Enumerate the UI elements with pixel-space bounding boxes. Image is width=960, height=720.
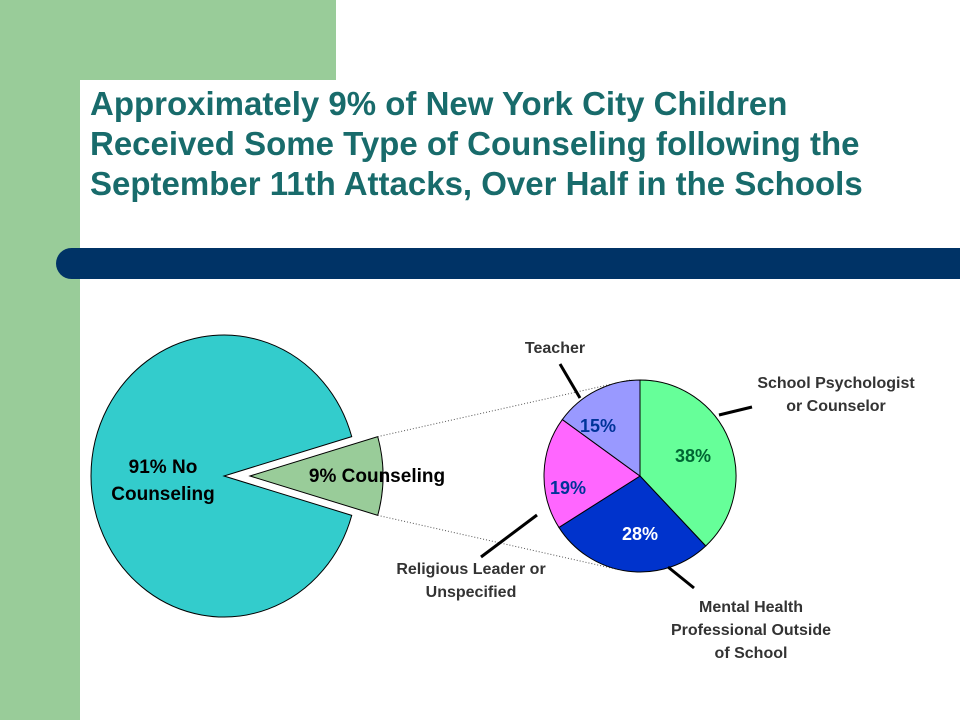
pie-slice-3 bbox=[543, 418, 641, 529]
pie-value-label-1: 38% bbox=[675, 446, 711, 466]
pie-value-label-2: 28% bbox=[622, 524, 658, 544]
leader-line-4 bbox=[558, 363, 582, 399]
pie-label-no-counseling: 91% No Counseling bbox=[111, 457, 214, 505]
pie-value-label-3: 19% bbox=[550, 478, 586, 498]
pie-category-label-4: Teacher bbox=[525, 340, 585, 357]
pie-slice-4 bbox=[561, 379, 641, 477]
connector-line-top bbox=[377, 379, 631, 438]
pie-slice-2 bbox=[558, 475, 707, 573]
left-accent-band bbox=[0, 0, 80, 720]
pie-category-label-3: Religious Leader or Unspecified bbox=[396, 561, 545, 601]
pie-label-counseling: 9% Counseling bbox=[309, 466, 445, 487]
title-underline-bar bbox=[56, 248, 960, 279]
pie-slice-no-counseling bbox=[90, 334, 353, 618]
pie-value-label-4: 15% bbox=[580, 416, 616, 436]
pie-slice-1 bbox=[639, 379, 737, 547]
leader-line-1 bbox=[718, 405, 753, 417]
top-accent-band bbox=[80, 0, 336, 80]
title-panel bbox=[80, 80, 960, 250]
leader-line-2 bbox=[667, 565, 695, 590]
pie-category-label-2: Mental Health Professional Outside of Scho… bbox=[671, 599, 831, 662]
leader-line-3 bbox=[480, 513, 538, 559]
pie-category-label-1: School Psychologist or Counselor bbox=[757, 375, 915, 415]
pie-slice-counseling bbox=[248, 436, 384, 516]
slide-title: Approximately 9% of New York City Childr… bbox=[90, 85, 863, 202]
